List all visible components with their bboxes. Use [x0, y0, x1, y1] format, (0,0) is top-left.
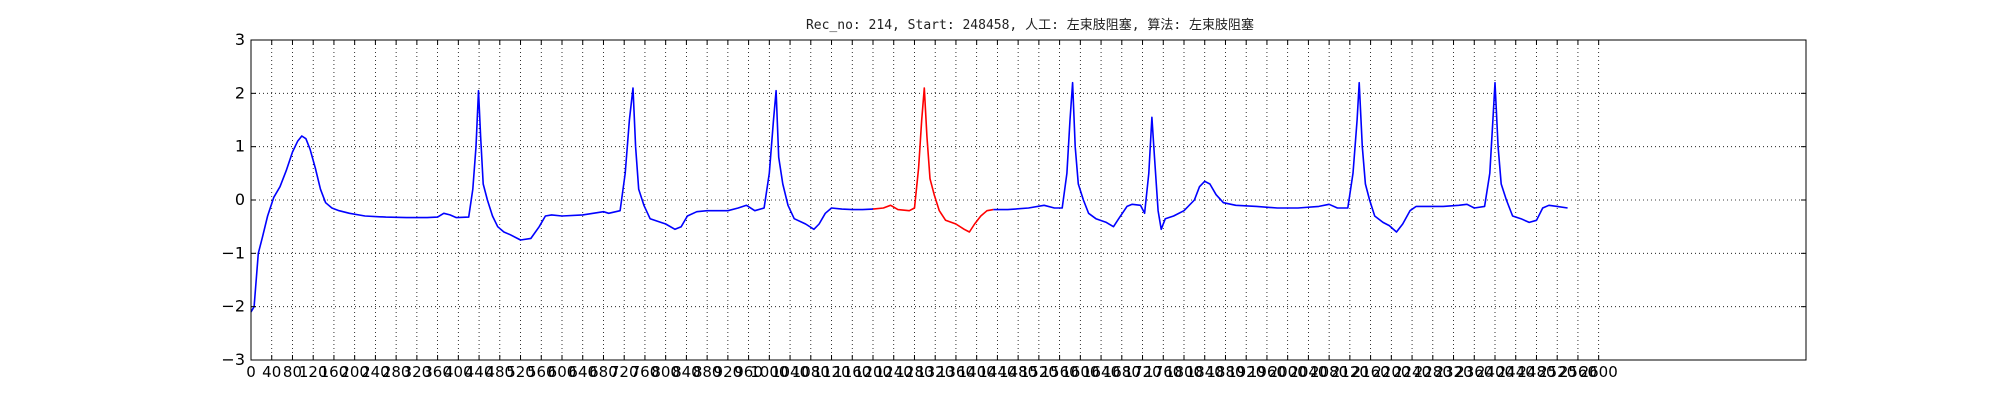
x-tick-label: 1880	[1206, 363, 1244, 381]
x-tick-label: 1960	[1248, 363, 1286, 381]
x-tick-label: 2200	[1372, 363, 1410, 381]
x-tick-label: 1520	[1020, 363, 1058, 381]
x-tick-label: 360	[423, 363, 452, 381]
x-tick-label: 480	[485, 363, 514, 381]
x-tick-label: 2440	[1497, 363, 1535, 381]
x-tick-label: 400	[444, 363, 473, 381]
x-tick-label: 640	[568, 363, 597, 381]
x-tick-label: 960	[734, 363, 763, 381]
x-tick-label: 1200	[854, 363, 892, 381]
x-tick-label: 2240	[1393, 363, 1431, 381]
x-tick-label: 1280	[895, 363, 933, 381]
y-tick-label: 3	[235, 30, 245, 49]
signal-lines	[250, 81, 1568, 313]
x-tick-label: 40	[262, 363, 281, 381]
x-tick-label: 2560	[1559, 363, 1597, 381]
signal-line-1	[250, 87, 874, 313]
x-tick-label: 1920	[1227, 363, 1265, 381]
x-tick-label: 520	[506, 363, 535, 381]
signal-line-2	[872, 87, 994, 233]
x-tick-label: 2320	[1434, 363, 1472, 381]
x-tick-label: 1240	[875, 363, 913, 381]
x-tick-label: 1800	[1165, 363, 1203, 381]
x-tick-label: 800	[651, 363, 680, 381]
x-tick-label: 2080	[1310, 363, 1348, 381]
x-tick-label: 120	[299, 363, 328, 381]
x-tick-label: 1840	[1186, 363, 1224, 381]
x-tick-label: 1160	[833, 363, 871, 381]
y-tick-label: 0	[235, 190, 245, 209]
x-tick-label: 1320	[916, 363, 954, 381]
y-axis: 3 2 1 0 −1 −2 −3	[221, 30, 1806, 369]
x-tick-label: 1680	[1103, 363, 1141, 381]
y-tick-label: −3	[221, 350, 245, 369]
x-tick-label: 1760	[1144, 363, 1182, 381]
x-tick-label: 200	[340, 363, 369, 381]
x-tick-label: 2480	[1517, 363, 1555, 381]
x-tick-label: 1400	[958, 363, 996, 381]
x-tick-label: 80	[283, 363, 302, 381]
x-tick-label: 880	[693, 363, 722, 381]
x-tick-label: 760	[631, 363, 660, 381]
x-tick-label: 1000	[750, 363, 788, 381]
x-tick-label: 2400	[1476, 363, 1514, 381]
y-tick-label: −1	[221, 243, 245, 262]
grid-lines	[250, 39, 1806, 361]
signal-line-3	[993, 81, 1568, 233]
x-tick-label: 1040	[771, 363, 809, 381]
x-tick-label: 1640	[1082, 363, 1120, 381]
x-tick-label: 720	[610, 363, 639, 381]
x-tick-label: 0	[246, 363, 256, 381]
x-tick-label: 600	[548, 363, 577, 381]
x-tick-label: 320	[403, 363, 432, 381]
x-tick-label: 160	[320, 363, 349, 381]
x-tick-label: 840	[672, 363, 701, 381]
x-tick-label: 440	[465, 363, 494, 381]
x-tick-label: 2120	[1331, 363, 1369, 381]
y-tick-label: −2	[221, 297, 245, 316]
x-tick-label: 2160	[1352, 363, 1390, 381]
x-tick-label: 2520	[1538, 363, 1576, 381]
y-tick-label: 2	[235, 83, 245, 102]
x-tick-label: 2360	[1455, 363, 1493, 381]
x-tick-label: 2600	[1580, 363, 1618, 381]
x-tick-label: 1600	[1061, 363, 1099, 381]
x-tick-label: 2040	[1289, 363, 1327, 381]
x-tick-label: 680	[589, 363, 618, 381]
x-tick-label: 240	[361, 363, 390, 381]
x-tick-label: 1560	[1041, 363, 1079, 381]
x-tick-label: 1080	[792, 363, 830, 381]
x-tick-label: 560	[527, 363, 556, 381]
x-tick-label: 1120	[812, 363, 850, 381]
x-tick-label: 920	[714, 363, 743, 381]
chart-title: Rec_no: 214, Start: 248458, 人工: 左束肢阻塞, 算…	[806, 17, 1254, 33]
x-tick-label: 1360	[937, 363, 975, 381]
x-tick-label: 1720	[1123, 363, 1161, 381]
x-tick-label: 280	[382, 363, 411, 381]
plot-frame	[250, 39, 1807, 361]
x-tick-label: 2000	[1269, 363, 1307, 381]
x-tick-label: 1480	[999, 363, 1037, 381]
x-tick-label: 2280	[1414, 363, 1452, 381]
x-tick-label: 1440	[978, 363, 1016, 381]
y-tick-label: 1	[235, 137, 245, 156]
x-axis: 0 40 8012016020024028032036040044048052056…	[246, 40, 1618, 381]
